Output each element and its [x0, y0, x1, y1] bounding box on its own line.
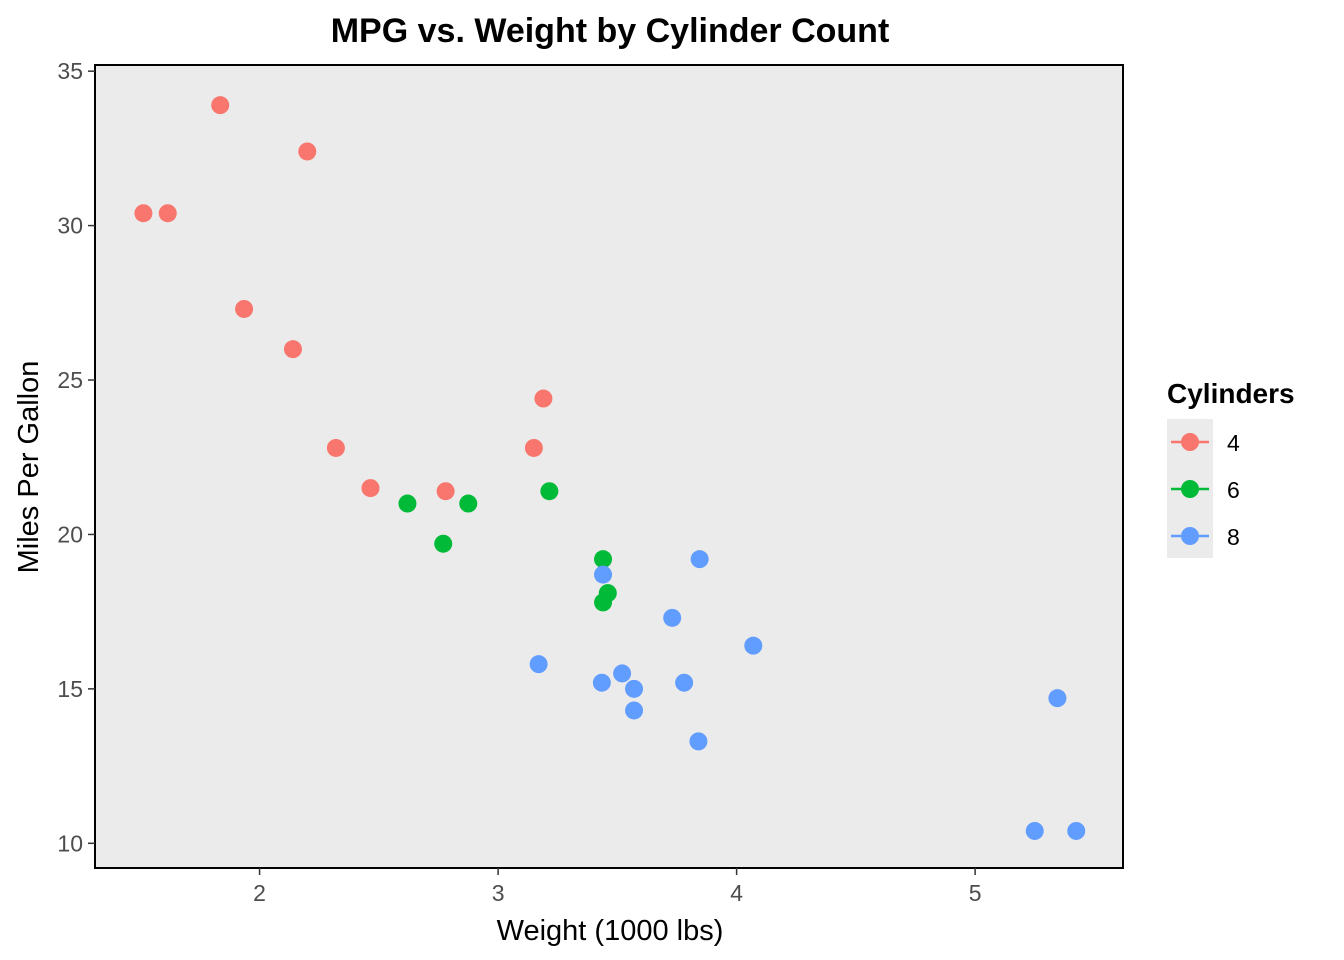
legend-key-point — [1181, 433, 1199, 451]
data-point-cyl-6 — [434, 534, 453, 553]
data-point-cyl-4 — [524, 438, 543, 457]
data-point-cyl-6 — [459, 494, 478, 513]
data-points — [134, 96, 1086, 840]
data-point-cyl-8 — [625, 679, 644, 698]
data-point-cyl-8 — [744, 636, 763, 655]
data-point-cyl-4 — [436, 482, 455, 501]
x-tick-label: 2 — [253, 880, 266, 906]
data-point-cyl-6 — [594, 550, 613, 569]
data-point-cyl-8 — [1048, 689, 1067, 708]
data-point-cyl-6 — [398, 494, 417, 513]
chart-title: MPG vs. Weight by Cylinder Count — [331, 12, 890, 50]
data-point-cyl-4 — [361, 479, 380, 498]
data-point-cyl-4 — [235, 299, 254, 318]
data-point-cyl-4 — [283, 340, 302, 359]
data-point-cyl-4 — [158, 204, 177, 223]
data-point-cyl-8 — [675, 673, 694, 692]
y-tick-label: 35 — [57, 58, 83, 84]
legend-key-point — [1181, 480, 1199, 498]
legend-key-point — [1181, 527, 1199, 545]
y-tick-label: 20 — [57, 521, 83, 547]
legend-label: 8 — [1227, 524, 1240, 550]
legend-label: 6 — [1227, 477, 1240, 503]
y-tick-label: 10 — [57, 830, 83, 856]
data-point-cyl-4 — [211, 96, 230, 115]
data-point-cyl-8 — [592, 673, 611, 692]
data-point-cyl-8 — [690, 550, 709, 569]
data-point-cyl-8 — [1025, 821, 1044, 840]
data-point-cyl-8 — [663, 608, 682, 627]
data-point-cyl-4 — [534, 389, 553, 408]
data-point-cyl-8 — [529, 655, 548, 674]
data-point-cyl-4 — [298, 142, 317, 161]
x-tick-label: 3 — [492, 880, 505, 906]
y-axis-label: Miles Per Gallon — [13, 361, 45, 574]
data-point-cyl-6 — [594, 593, 613, 612]
x-axis-label: Weight (1000 lbs) — [497, 915, 724, 947]
data-point-cyl-8 — [594, 565, 613, 584]
legend-label: 4 — [1227, 430, 1240, 456]
x-tick-label: 4 — [730, 880, 743, 906]
y-tick-label: 25 — [57, 367, 83, 393]
data-point-cyl-8 — [625, 701, 644, 720]
y-tick-label: 15 — [57, 676, 83, 702]
plot-panel — [94, 64, 1124, 869]
y-tick-label: 30 — [57, 213, 83, 239]
x-axis: 2 3 4 5 — [253, 868, 982, 906]
data-point-cyl-8 — [689, 732, 708, 751]
data-point-cyl-4 — [134, 204, 153, 223]
data-point-cyl-6 — [540, 482, 559, 501]
x-tick-label: 5 — [969, 880, 982, 906]
legend: Cylinders 4 6 8 — [1167, 378, 1295, 558]
legend-title: Cylinders — [1167, 378, 1295, 409]
y-axis: 10 15 20 25 30 35 — [57, 58, 95, 856]
data-point-cyl-8 — [1067, 821, 1086, 840]
data-point-cyl-4 — [326, 438, 345, 457]
data-point-cyl-8 — [613, 664, 632, 683]
